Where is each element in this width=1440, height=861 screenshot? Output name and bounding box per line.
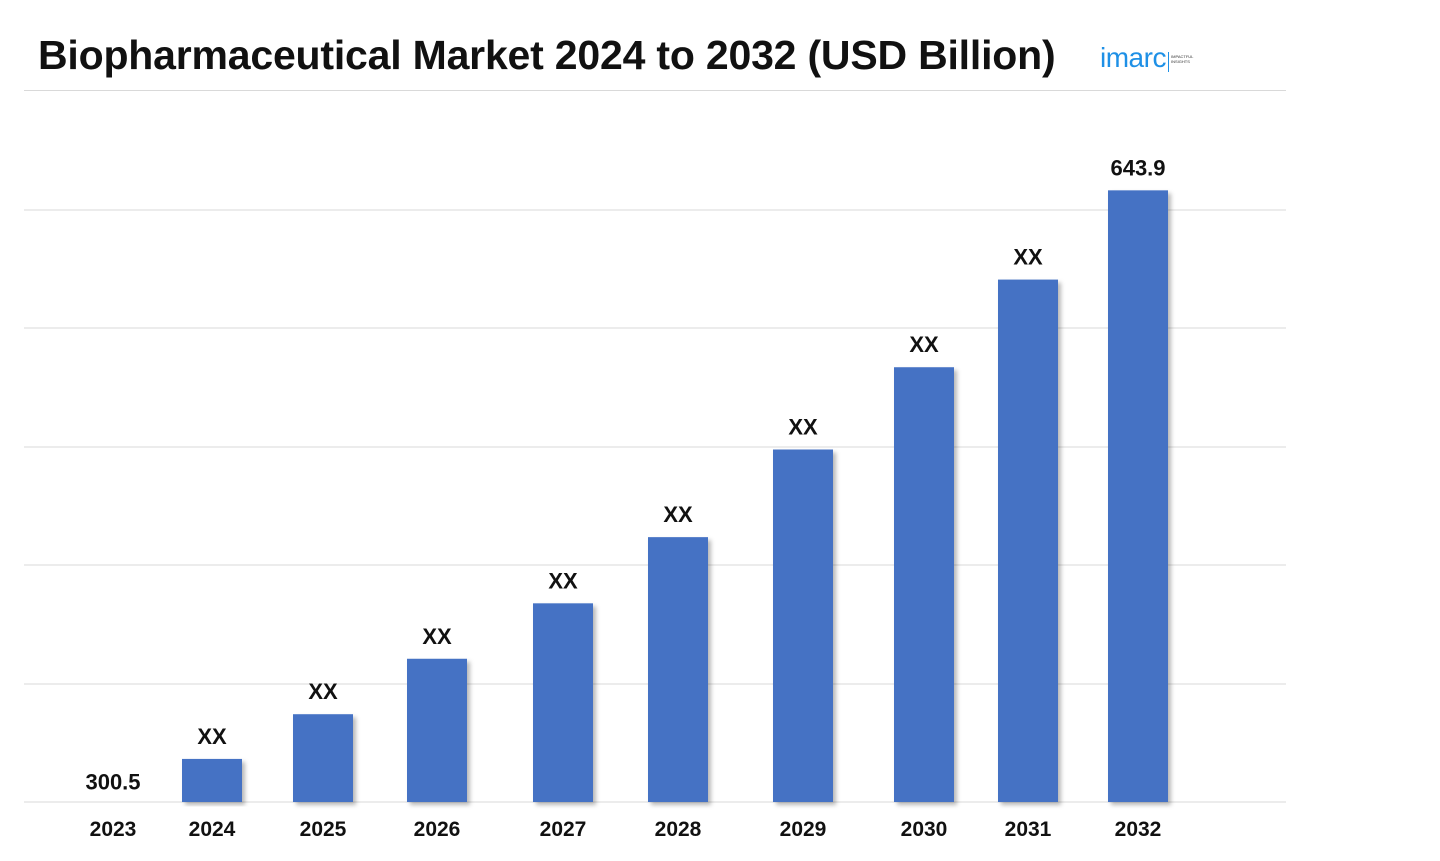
logo-tagline: IMPACTFUL INSIGHTS [1171,54,1194,64]
x-tick-2026: 2026 [414,818,461,841]
data-label-2030: XX [909,332,939,357]
x-tick-2032: 2032 [1115,818,1162,841]
data-label-2031: XX [1013,245,1043,270]
data-label-2032: 643.9 [1110,155,1165,180]
data-label-2023: 300.5 [85,770,140,795]
data-label-2029: XX [788,415,818,440]
x-tick-2030: 2030 [901,818,948,841]
x-tick-2031: 2031 [1005,818,1052,841]
x-tick-2024: 2024 [189,818,236,841]
data-labels: 300.5 XX XX XX XX XX XX XX XX 643.9 [85,155,1165,794]
logo-divider [1168,52,1169,72]
x-tick-2023: 2023 [90,818,137,841]
x-tick-2029: 2029 [780,818,827,841]
bar-2028 [648,537,708,802]
bar-2024 [182,758,242,802]
x-tick-2027: 2027 [540,818,587,841]
header-divider [24,90,1286,91]
imarc-logo: imarc IMPACTFUL INSIGHTS [1100,40,1200,80]
bar-2032 [1108,190,1168,802]
x-tick-2028: 2028 [655,818,702,841]
bar-2031 [998,279,1058,802]
chart-title: Biopharmaceutical Market 2024 to 2032 (U… [38,32,1056,78]
data-label-2027: XX [548,568,578,593]
x-axis-ticks: 2023 2024 2025 2026 2027 2028 2029 2030 2031 2032 [90,818,1162,841]
logo-wordmark: imarc [1100,42,1166,73]
data-label-2024: XX [197,724,227,749]
data-label-2028: XX [663,502,693,527]
data-label-2026: XX [422,624,452,649]
bar-2029 [773,449,833,802]
bars [182,190,1168,802]
bar-2027 [533,603,593,802]
bar-2026 [407,658,467,802]
bar-2025 [293,714,353,802]
data-label-2025: XX [308,679,338,704]
bar-2030 [894,367,954,802]
x-tick-2025: 2025 [300,818,347,841]
